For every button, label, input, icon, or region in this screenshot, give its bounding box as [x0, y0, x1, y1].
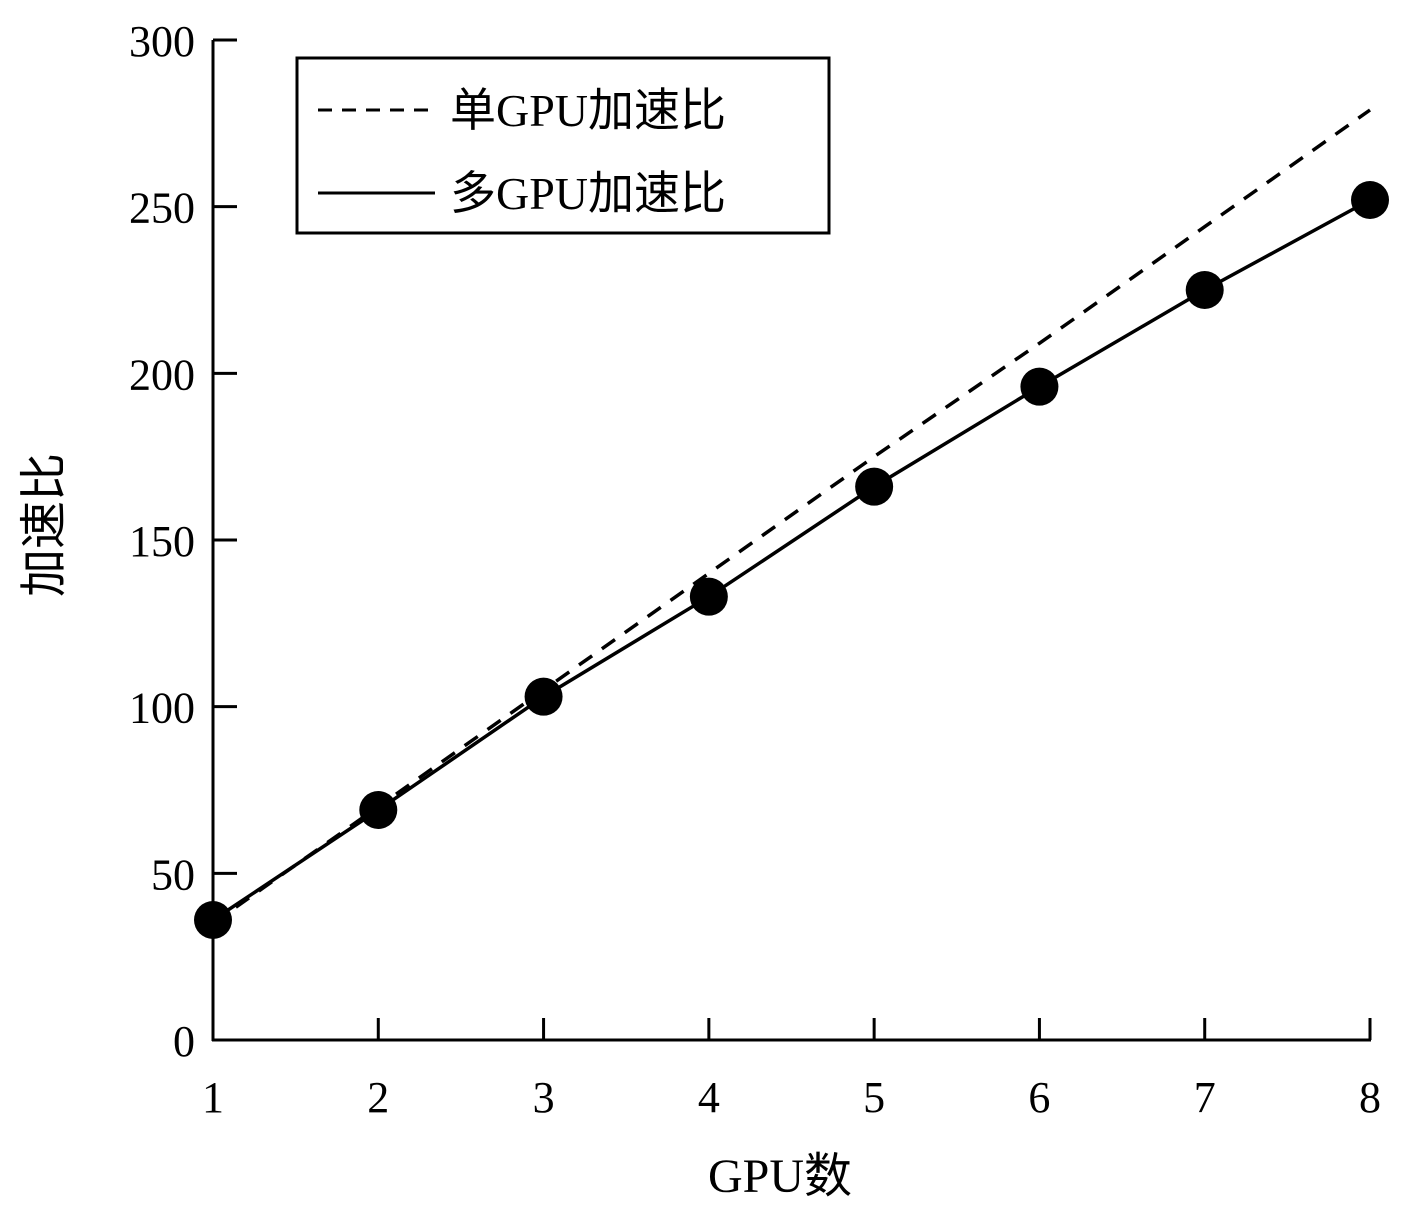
y-tick-label: 250	[129, 184, 195, 233]
data-point-multi-gpu	[1020, 367, 1059, 406]
y-tick-label: 0	[173, 1017, 195, 1066]
legend-box	[295, 56, 831, 235]
y-axis-ticks: 0 50 100 150 200 250 300	[129, 17, 237, 1066]
y-axis-title: 加速比	[18, 453, 71, 597]
data-point-multi-gpu	[1351, 181, 1389, 219]
series-line-single-gpu	[211, 108, 1372, 925]
x-axis-title: GPU数	[708, 1150, 852, 1203]
data-point-multi-gpu	[359, 791, 398, 829]
data-point-multi-gpu	[689, 577, 728, 616]
data-point-multi-gpu	[524, 677, 563, 716]
y-tick-label: 300	[129, 17, 195, 66]
legend: 单GPU加速比 多GPU加速比	[295, 56, 831, 235]
legend-label-multi-gpu: 多GPU加速比	[450, 168, 726, 219]
x-tick-label: 2	[367, 1073, 389, 1122]
y-tick-label: 200	[129, 350, 195, 399]
x-axis-ticks: 1 2 3 4 5 6 7 8	[202, 1018, 1381, 1122]
legend-label-single-gpu: 单GPU加速比	[450, 85, 726, 136]
data-point-multi-gpu	[855, 467, 894, 506]
data-point-multi-gpu	[1185, 271, 1224, 309]
y-tick-label: 150	[129, 517, 195, 566]
x-tick-label: 7	[1194, 1073, 1216, 1122]
series-layer	[194, 108, 1389, 939]
y-tick-label: 50	[151, 850, 195, 899]
x-tick-label: 4	[698, 1073, 720, 1122]
x-tick-label: 6	[1028, 1073, 1050, 1122]
series-line-multi-gpu	[212, 198, 1371, 922]
data-point-multi-gpu	[194, 901, 232, 939]
x-tick-label: 3	[533, 1073, 555, 1122]
y-tick-label: 100	[129, 684, 195, 733]
x-tick-label: 1	[202, 1073, 224, 1122]
x-tick-label: 8	[1359, 1073, 1381, 1122]
x-tick-label: 5	[863, 1073, 885, 1122]
